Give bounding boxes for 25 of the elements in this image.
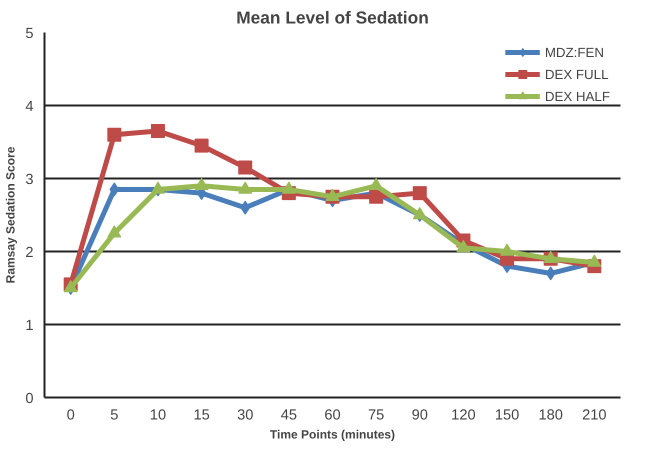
y-tick-label: 0 — [25, 391, 34, 407]
chart-title: Mean Level of Sedation — [236, 8, 429, 28]
x-tick-label: 210 — [582, 408, 607, 424]
x-tick-label: 10 — [150, 408, 166, 424]
x-tick-label: 150 — [494, 408, 520, 424]
y-tick-label: 2 — [25, 245, 34, 261]
x-tick-label: 15 — [193, 408, 210, 424]
y-tick-label: 4 — [25, 99, 34, 115]
x-tick-label: 5 — [110, 408, 118, 424]
x-tick-label: 45 — [280, 408, 298, 424]
x-tick-label: 120 — [451, 408, 476, 424]
y-tick-label: 5 — [25, 26, 34, 42]
y-axis-title: Ramsay Sedation Score — [3, 146, 18, 284]
legend-label: DEX FULL — [544, 66, 609, 82]
y-tick-label: 1 — [25, 318, 34, 334]
x-tick-label: 60 — [324, 408, 341, 424]
legend-label: MDZ:FEN — [544, 44, 604, 60]
x-tick-label: 30 — [237, 408, 254, 424]
x-tick-label: 180 — [538, 408, 563, 424]
x-tick-label: 0 — [66, 408, 75, 424]
y-tick-label: 3 — [25, 172, 34, 188]
x-tick-label: 90 — [412, 408, 428, 424]
x-tick-label: 75 — [368, 408, 384, 424]
legend-label: DEX HALF — [544, 88, 610, 104]
x-axis-title: Time Points (minutes) — [270, 428, 396, 442]
